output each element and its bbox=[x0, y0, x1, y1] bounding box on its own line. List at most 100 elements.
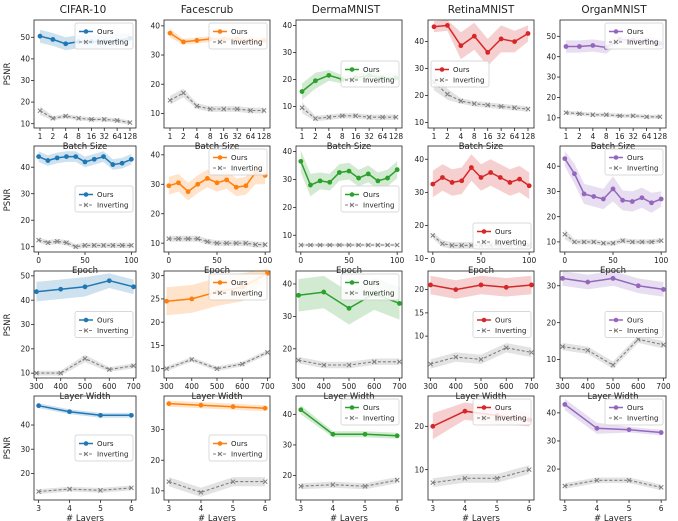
inverting-point bbox=[64, 240, 69, 246]
legend-inverting-marker bbox=[481, 239, 487, 245]
x-tick-label: 600 bbox=[102, 382, 117, 391]
inverting-point bbox=[308, 242, 313, 248]
title-dermamnist: DermaMNIST bbox=[312, 4, 381, 16]
x-tick-label: 32 bbox=[232, 132, 242, 141]
ours-point bbox=[243, 183, 249, 189]
x-tick-label: 8 bbox=[76, 132, 81, 141]
inverting-line bbox=[168, 238, 266, 246]
ours-point bbox=[262, 405, 268, 411]
ours-point bbox=[128, 156, 134, 162]
ours-point bbox=[449, 180, 455, 185]
ours-point bbox=[635, 283, 641, 289]
legend-ours-label: Ours bbox=[97, 191, 114, 199]
legend-ours-marker bbox=[481, 317, 487, 323]
y-tick-label: 40 bbox=[414, 37, 424, 46]
legend: Ours Inverting bbox=[604, 148, 664, 176]
ours-point bbox=[299, 89, 305, 94]
ours-point bbox=[610, 275, 616, 281]
ours-point bbox=[176, 180, 181, 186]
y-tick-label: 50 bbox=[546, 32, 556, 41]
ours-point bbox=[430, 423, 436, 429]
panel-r4-c1: 20 30 40 3 4 5 6 # Layers Ours Inverting bbox=[20, 395, 137, 521]
y-tick-label: 10 bbox=[282, 231, 292, 240]
inverting-point bbox=[58, 370, 64, 376]
x-tick-label: 4 bbox=[590, 132, 595, 141]
ours-point bbox=[453, 287, 459, 293]
x-tick-label: 100 bbox=[390, 256, 405, 265]
inverting-point bbox=[224, 240, 230, 246]
ours-band bbox=[434, 20, 528, 66]
axes-frame bbox=[295, 395, 403, 501]
legend-ours-label: Ours bbox=[453, 66, 470, 74]
legend-ours-label: Ours bbox=[97, 28, 114, 36]
x-tick-label: 600 bbox=[499, 382, 514, 391]
y-tick-label: 40 bbox=[414, 155, 424, 164]
inverting-point bbox=[356, 242, 362, 248]
y-tick-label: 40 bbox=[282, 280, 292, 289]
x-axis-label: Batch Size bbox=[327, 142, 372, 152]
ours-band bbox=[38, 403, 132, 418]
inverting-point bbox=[610, 362, 616, 368]
y-tick-label: 10 bbox=[414, 254, 424, 263]
y-tick-label: 50 bbox=[20, 33, 30, 42]
inverting-band bbox=[38, 237, 132, 250]
title-retinamnist: RetinaMNIST bbox=[448, 4, 515, 16]
x-tick-label: 6 bbox=[527, 504, 532, 513]
inverting-band bbox=[562, 335, 664, 369]
x-tick-label: 64 bbox=[246, 132, 256, 141]
x-tick-label: 8 bbox=[604, 132, 609, 141]
y-tick-label: 15 bbox=[150, 341, 160, 350]
ours-point bbox=[639, 195, 645, 201]
inverting-point bbox=[330, 482, 336, 488]
x-axis-label: Batch Size bbox=[591, 142, 636, 152]
legend-inverting-label: Inverting bbox=[231, 290, 262, 298]
inverting-point bbox=[526, 467, 532, 473]
legend-ours-marker bbox=[349, 67, 355, 72]
inverting-point bbox=[339, 113, 345, 119]
inverting-point bbox=[562, 231, 568, 237]
y-tick-label: 30 bbox=[282, 48, 292, 57]
inverting-point bbox=[366, 114, 372, 120]
inverting-point bbox=[189, 356, 195, 362]
ours-point bbox=[440, 175, 445, 180]
legend-ours-marker bbox=[83, 317, 89, 323]
x-tick-label: 16 bbox=[483, 132, 493, 141]
ours-point bbox=[629, 199, 635, 204]
ours-line bbox=[300, 409, 398, 437]
legend-inverting-marker bbox=[217, 451, 223, 457]
legend-inverting-marker bbox=[481, 328, 487, 333]
inverting-point bbox=[562, 483, 568, 489]
x-axis-label: # Layers bbox=[66, 514, 105, 521]
panel-r4-c5: 20 30 40 3 4 5 6 # Layers Ours Inverting bbox=[546, 395, 667, 521]
ours-point bbox=[658, 196, 664, 202]
ours-point bbox=[63, 41, 69, 47]
x-tick-label: 0 bbox=[298, 256, 303, 265]
ours-point bbox=[563, 44, 569, 49]
inverting-point bbox=[397, 359, 402, 365]
ours-point bbox=[167, 30, 173, 36]
inverting-point bbox=[128, 242, 134, 248]
ours-point bbox=[485, 50, 491, 55]
legend-ours-label: Ours bbox=[495, 228, 512, 236]
legend-ours-marker bbox=[481, 405, 487, 410]
y-tick-label: 40 bbox=[20, 163, 30, 172]
legend: Ours Inverting bbox=[604, 22, 664, 50]
x-tick-label: 5 bbox=[363, 504, 368, 513]
legend-inverting-label: Inverting bbox=[97, 202, 128, 210]
x-tick-label: 0 bbox=[430, 256, 435, 265]
ours-point bbox=[326, 72, 332, 78]
x-tick-label: 5 bbox=[495, 504, 500, 513]
x-tick-label: 1 bbox=[38, 132, 43, 141]
legend-inverting-marker bbox=[481, 415, 487, 421]
x-tick-label: 50 bbox=[212, 256, 222, 265]
x-tick-label: 6 bbox=[395, 504, 400, 513]
legend-inverting-marker bbox=[217, 165, 223, 171]
x-tick-label: 64 bbox=[112, 132, 122, 141]
ours-point bbox=[626, 427, 632, 433]
legend-ours-label: Ours bbox=[627, 28, 644, 36]
x-tick-label: 400 bbox=[317, 382, 332, 391]
x-tick-label: 1 bbox=[300, 132, 305, 141]
ours-point bbox=[594, 425, 600, 431]
x-tick-label: 300 bbox=[29, 382, 44, 391]
inverting-point bbox=[371, 359, 377, 365]
